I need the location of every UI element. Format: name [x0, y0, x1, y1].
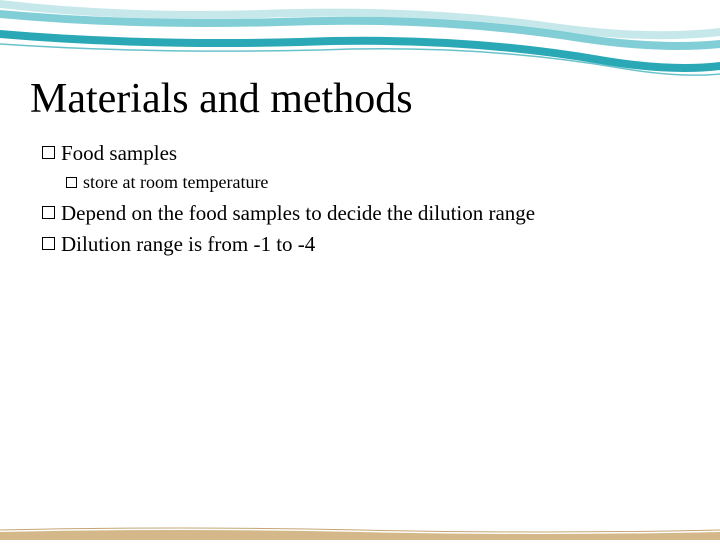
bullet-text: Depend on the food samples to decide the… — [61, 201, 535, 226]
bullet-text: store at room temperature — [83, 172, 268, 193]
footer-decoration — [0, 526, 720, 540]
bullet-text: Dilution range is from -1 to -4 — [61, 232, 315, 257]
bullet-text: Food samples — [61, 141, 177, 166]
bullet-square-icon — [42, 237, 55, 250]
slide-content: Materials and methods Food samples store… — [30, 75, 690, 263]
bullet-list: Food samples store at room temperature D… — [30, 141, 690, 257]
slide-title: Materials and methods — [30, 75, 690, 123]
bullet-item: Food samples — [42, 141, 690, 166]
sub-bullet-item: store at room temperature — [66, 172, 690, 193]
bullet-square-icon — [66, 177, 77, 188]
footer-svg — [0, 526, 720, 540]
bullet-item: Depend on the food samples to decide the… — [42, 201, 690, 226]
bullet-square-icon — [42, 146, 55, 159]
bullet-square-icon — [42, 206, 55, 219]
bullet-item: Dilution range is from -1 to -4 — [42, 232, 690, 257]
